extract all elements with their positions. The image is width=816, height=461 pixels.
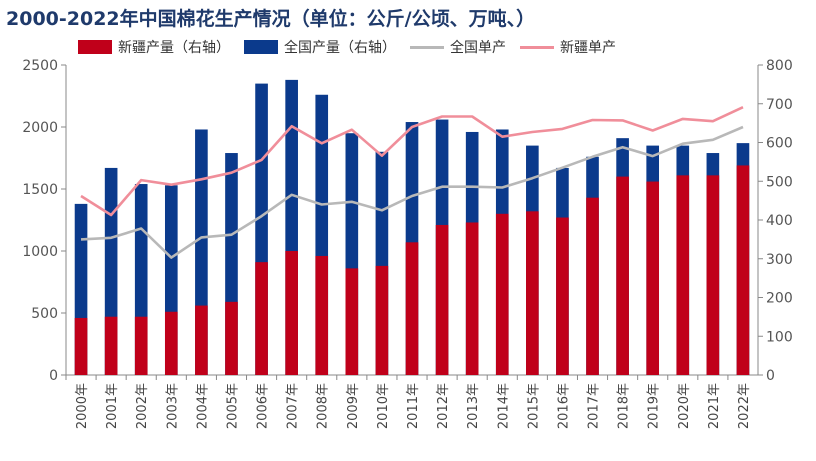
right-tick-label: 300 xyxy=(766,252,793,268)
legend-item-national-yield: 全国单产 xyxy=(410,37,506,57)
legend-swatch-national-output xyxy=(244,40,278,54)
chart-title: 2000-2022年中国棉花生产情况（单位：公斤/公顷、万吨、） xyxy=(6,8,536,30)
x-category-label: 2003年 xyxy=(165,383,180,429)
legend-label-national-yield: 全国单产 xyxy=(450,40,506,56)
legend-item-xinjiang-output: 新疆产量（右轴） xyxy=(78,37,230,57)
legend: 新疆产量（右轴） 全国产量（右轴） 全国单产 新疆单产 xyxy=(78,36,616,58)
x-category-label: 2011年 xyxy=(406,383,421,429)
x-category-label: 2020年 xyxy=(677,383,692,429)
xinjiang-output-bar xyxy=(345,268,359,375)
right-tick-label: 0 xyxy=(766,368,775,384)
right-tick-label: 200 xyxy=(766,291,793,307)
xinjiang-output-bar xyxy=(435,224,449,375)
x-category-label: 2001年 xyxy=(105,383,120,429)
xinjiang-output-bar xyxy=(225,301,238,375)
xinjiang-output-bar xyxy=(706,175,720,375)
legend-item-national-output: 全国产量（右轴） xyxy=(244,37,396,57)
x-category-label: 2007年 xyxy=(286,383,301,429)
x-category-label: 2002年 xyxy=(135,383,150,429)
x-category-label: 2004年 xyxy=(195,383,210,429)
x-category-label: 2009年 xyxy=(346,383,361,429)
x-category-label: 2015年 xyxy=(526,383,541,429)
right-tick-label: 100 xyxy=(766,329,793,345)
x-category-label: 2018年 xyxy=(617,383,632,429)
xinjiang-output-bar xyxy=(495,213,509,375)
x-category-label: 2005年 xyxy=(225,383,240,429)
legend-label-xinjiang-yield: 新疆单产 xyxy=(560,40,616,56)
x-category-label: 2022年 xyxy=(737,383,752,429)
x-category-label: 2000年 xyxy=(75,383,90,429)
xinjiang-output-bar xyxy=(646,181,660,375)
xinjiang-output-bar xyxy=(315,255,329,375)
left-tick-label: 500 xyxy=(31,306,58,322)
left-tick-label: 0 xyxy=(49,368,58,384)
x-category-label: 2016年 xyxy=(556,383,571,429)
legend-label-national-output: 全国产量（右轴） xyxy=(284,40,396,56)
x-category-label: 2019年 xyxy=(647,383,662,429)
xinjiang-output-bar xyxy=(285,251,298,375)
national-yield-line xyxy=(80,125,744,259)
xinjiang-output-bar xyxy=(375,265,389,375)
right-tick-label: 700 xyxy=(766,97,793,113)
xinjiang-output-bar xyxy=(104,316,118,375)
x-category-label: 2017年 xyxy=(587,383,602,429)
xinjiang-output-bar xyxy=(616,176,629,375)
right-tick-label: 600 xyxy=(766,136,793,152)
xinjiang-output-bar xyxy=(465,222,479,375)
x-category-label: 2012年 xyxy=(436,383,451,429)
right-tick-label: 500 xyxy=(766,174,793,190)
left-tick-label: 2000 xyxy=(22,120,58,136)
xinjiang-output-bar xyxy=(255,262,268,375)
x-category-label: 2008年 xyxy=(316,383,331,429)
legend-swatch-xinjiang-yield xyxy=(520,45,554,49)
xinjiang-output-bar xyxy=(134,316,148,375)
x-category-label: 2006年 xyxy=(256,383,271,429)
left-tick-label: 2500 xyxy=(22,58,58,74)
xinjiang-yield-line xyxy=(80,106,744,217)
x-category-label: 2010年 xyxy=(376,383,391,429)
xinjiang-output-bar xyxy=(164,311,178,375)
xinjiang-output-bar xyxy=(405,242,419,375)
right-tick-label: 400 xyxy=(766,213,793,229)
right-tick-label: 800 xyxy=(766,58,793,74)
x-category-label: 2013年 xyxy=(466,383,481,429)
xinjiang-output-bar xyxy=(526,211,539,375)
legend-label-xinjiang-output: 新疆产量（右轴） xyxy=(118,40,230,56)
x-category-label: 2021年 xyxy=(707,383,722,429)
legend-swatch-national-yield xyxy=(410,45,444,49)
left-tick-label: 1500 xyxy=(22,182,58,198)
xinjiang-output-bar xyxy=(676,175,690,375)
legend-swatch-xinjiang-output xyxy=(78,40,112,54)
legend-item-xinjiang-yield: 新疆单产 xyxy=(520,37,616,57)
xinjiang-output-bar xyxy=(195,305,208,375)
x-category-label: 2014年 xyxy=(496,383,511,429)
left-tick-label: 1000 xyxy=(22,244,58,260)
xinjiang-output-bar xyxy=(736,165,750,375)
xinjiang-output-bar xyxy=(586,197,599,375)
xinjiang-output-bar xyxy=(74,317,88,375)
xinjiang-output-bar xyxy=(556,217,569,375)
